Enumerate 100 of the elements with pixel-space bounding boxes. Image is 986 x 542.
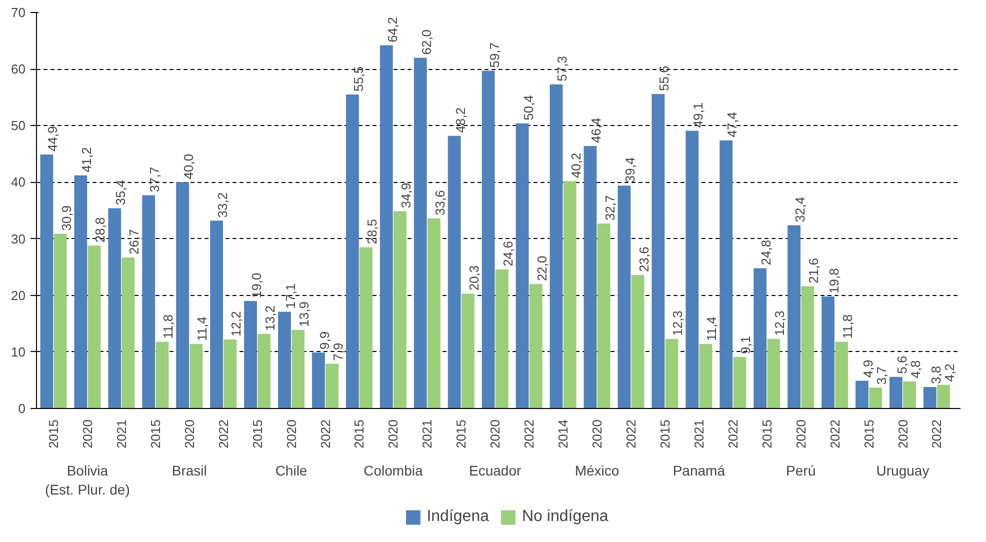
bar [822, 296, 834, 408]
x-tick-label: 2020 [793, 420, 808, 448]
data-label: 28,5 [364, 218, 380, 244]
x-tick-label: 2022 [522, 420, 537, 448]
bar [923, 387, 936, 408]
x-tick-label: 2020 [80, 420, 95, 448]
bar [88, 246, 101, 408]
data-label: 28,8 [92, 217, 108, 243]
data-label: 35,4 [113, 180, 128, 206]
bar [122, 257, 135, 408]
data-label: 57,3 [554, 56, 570, 82]
bar [529, 284, 542, 408]
data-label: 55,6 [656, 66, 672, 91]
legend-label: No indígena [522, 508, 608, 526]
text: Panamá [672, 462, 726, 478]
x-tick-label: 2020 [488, 420, 503, 448]
x-tick-label: 2015 [46, 420, 61, 448]
data-label: 22,0 [534, 256, 550, 282]
data-label: 9,1 [738, 336, 754, 354]
y-tick-label: 0 [18, 401, 26, 416]
x-tick-label: 2015 [454, 420, 469, 448]
data-label: 4,9 [860, 360, 876, 378]
bar [733, 357, 746, 408]
x-tick-label: 2020 [182, 420, 197, 448]
bar [292, 330, 305, 408]
data-label: 47,4 [724, 112, 740, 138]
y-tick-label: 50 [11, 118, 26, 134]
x-tick-label: 2022 [725, 420, 740, 448]
x-tick-label: 2020 [284, 420, 299, 448]
bar [699, 344, 712, 408]
data-label: 24,6 [500, 241, 516, 266]
bar [74, 175, 88, 408]
data-label: 64,2 [384, 17, 400, 42]
data-label: 9,9 [316, 331, 332, 350]
y-tick-label: 20 [11, 288, 26, 303]
bar [652, 94, 665, 408]
bar [720, 140, 733, 408]
data-label: 44,9 [45, 126, 60, 152]
data-label: 26,7 [126, 229, 142, 254]
bar [190, 344, 203, 408]
bar [686, 130, 699, 408]
y-tick-label: 10 [11, 344, 26, 360]
bar [754, 268, 767, 408]
x-tick-label: 2020 [386, 420, 401, 448]
bar [210, 220, 223, 408]
data-label: 20,3 [466, 265, 482, 291]
data-label: 40,2 [568, 152, 584, 178]
data-label: 13,2 [262, 306, 278, 331]
y-tick-label: 40 [11, 174, 26, 190]
x-tick-label: 2020 [895, 420, 910, 448]
data-label: 19,0 [249, 272, 264, 298]
bar [428, 218, 440, 408]
x-tick-label: 2015 [759, 420, 774, 448]
bar [346, 94, 359, 408]
x-tick-label: 2022 [623, 420, 638, 448]
data-label: 4,8 [908, 360, 924, 378]
data-label: 32,4 [792, 196, 808, 222]
data-label: 17,1 [282, 283, 298, 309]
data-label: 55,5 [350, 66, 366, 92]
x-tick-label: 2015 [861, 420, 876, 448]
bar [584, 146, 597, 408]
bar [142, 195, 156, 408]
x-tick-label: 2022 [929, 420, 944, 448]
data-label: 21,6 [806, 258, 822, 284]
bar [665, 338, 678, 408]
x-tick-label: 2022 [216, 420, 231, 448]
x-tick-label: 2015 [250, 420, 265, 448]
bar [461, 294, 474, 408]
bar [380, 45, 393, 408]
data-label: 11,4 [194, 316, 210, 342]
data-label: 19,8 [826, 268, 842, 294]
bar [597, 224, 610, 408]
bar [244, 301, 257, 408]
bar [903, 381, 916, 408]
bar [856, 380, 868, 408]
data-label: 11,8 [840, 314, 856, 339]
bar [54, 234, 67, 408]
bar [448, 136, 461, 408]
bar [890, 376, 902, 408]
text: Chile [275, 462, 308, 478]
data-label: 3,8 [928, 366, 944, 384]
bar [631, 274, 644, 408]
bar [788, 225, 800, 408]
bar [312, 352, 325, 408]
bar [176, 182, 190, 408]
bar [801, 286, 814, 408]
bar [40, 154, 54, 408]
data-label: 11,4 [704, 316, 720, 342]
x-tick-label: 2022 [318, 420, 333, 448]
data-label: 12,3 [772, 310, 788, 336]
text: Brasil [172, 462, 207, 478]
bar [618, 186, 631, 408]
legend-label: Indígena [426, 508, 489, 526]
data-label: 59,7 [486, 42, 502, 68]
x-tick-label: 2021 [691, 420, 706, 448]
bar [767, 338, 780, 408]
data-label: 12,2 [228, 311, 244, 336]
bar [835, 342, 848, 408]
data-label: 46,4 [588, 118, 604, 144]
bar [550, 84, 563, 408]
